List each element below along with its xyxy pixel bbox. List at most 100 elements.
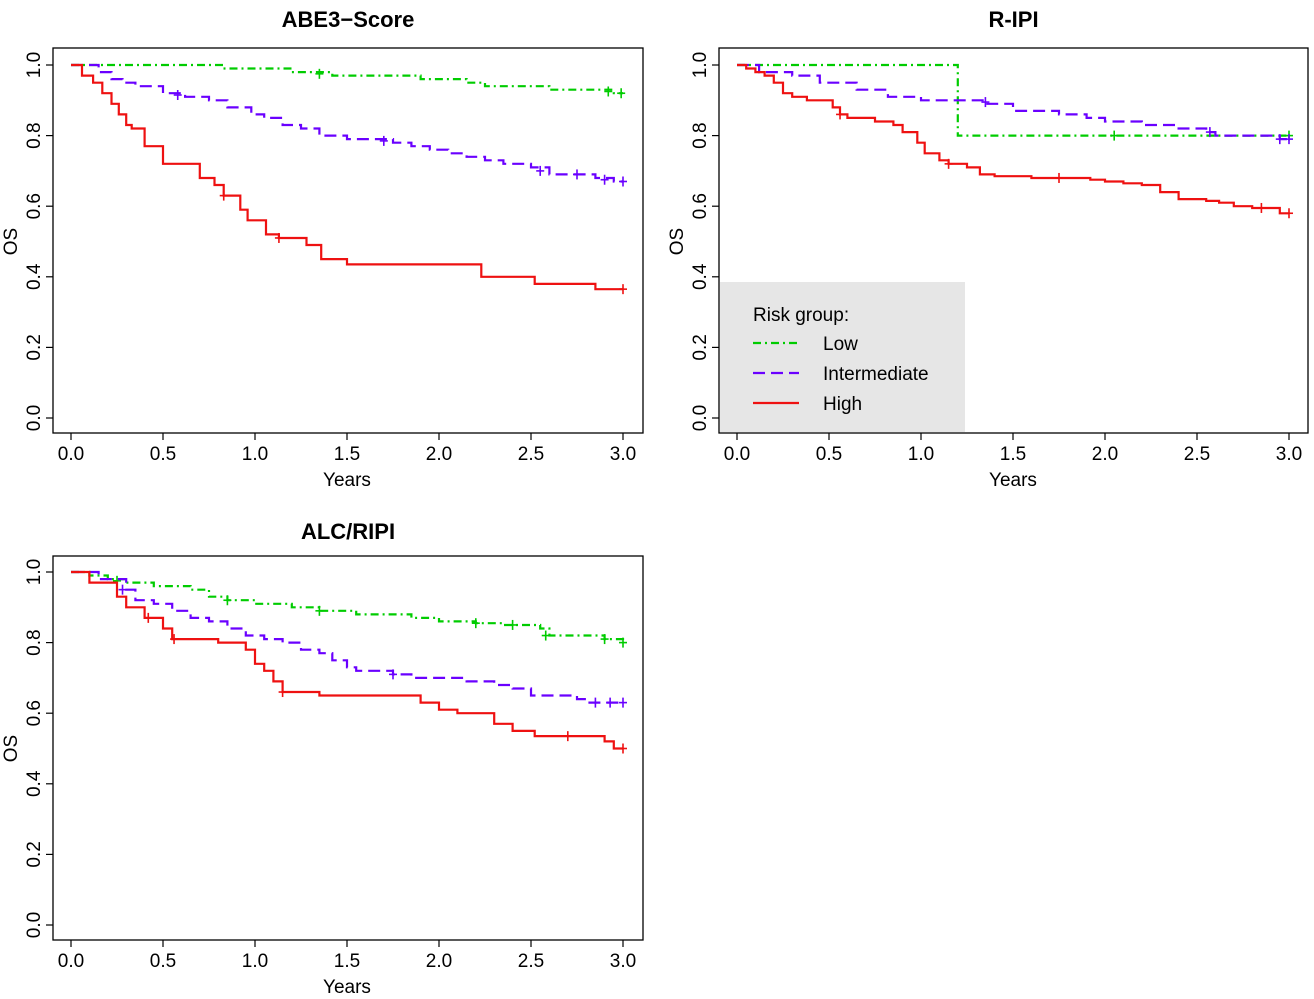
y-axis-label: OS [667,228,688,255]
survival-curve-intermediate [71,63,623,183]
panel-alc-ripi: ALC/RIPI 0.0 0.5 1.0 1.5 2.0 2.5 3.0 Years 0.0 0.2… [1,519,644,998]
y-tick-label: 0.0 [690,405,711,431]
censor-mark-high [1257,202,1266,213]
x-tick-label: 3.0 [1276,444,1302,465]
censor-mark-high [619,743,627,754]
censor-mark-intermediate [389,669,397,680]
x-tick-label: 0.0 [58,951,84,972]
y-tick-label: 0.6 [690,193,711,219]
censor-mark-low [1110,130,1119,141]
censor-mark-high [1055,172,1063,183]
y-tick-label: 1.0 [690,52,711,78]
y-tick-label: 0.6 [24,193,45,219]
censor-mark-high [1285,208,1293,219]
censor-mark-low [508,619,517,630]
censor-mark-low [315,605,324,616]
survival-curve-high [71,63,623,291]
x-tick-label: 1.0 [242,951,268,972]
y-tick-label: 0.8 [690,122,711,148]
censor-mark-intermediate [591,697,600,708]
y-tick-label: 0.4 [24,263,45,290]
censor-mark-low [471,618,480,629]
x-tick-label: 2.0 [1092,444,1118,465]
x-tick-label: 3.0 [610,444,636,465]
x-tick-label: 1.5 [334,951,360,972]
censor-mark-intermediate [1285,134,1293,145]
y-tick-label: 0.2 [690,334,711,360]
censor-mark-high [619,284,627,295]
censor-mark-high [278,687,287,698]
x-tick-label: 0.5 [816,444,842,465]
censor-mark-intermediate [379,135,388,146]
x-tick-label: 2.5 [518,444,544,465]
censor-mark-high [144,612,153,623]
y-tick-label: 1.0 [24,52,45,78]
survival-curve-intermediate [737,63,1289,141]
legend-title: Risk group: [753,305,849,326]
x-tick-label: 1.0 [242,444,268,465]
y-tick-label: 0.8 [24,629,45,655]
censor-mark-intermediate [1205,127,1214,138]
censor-mark-intermediate [606,697,615,708]
chart-title: ABE3−Score [282,7,415,32]
censor-mark-intermediate [981,97,990,108]
y-axis-label: OS [1,228,22,255]
censor-mark-intermediate [1275,134,1284,145]
censor-mark-high [836,109,845,120]
panel-abe3-score: ABE3−Score 0.0 0.5 1.0 1.5 2.0 2.5 3.0 Years 0.0 0… [1,7,644,491]
censor-mark-high [944,158,953,169]
plot-frame [52,555,644,941]
censor-mark-low [223,595,232,606]
censor-mark-intermediate [173,90,182,101]
censor-mark-low [315,68,324,79]
survival-curve-low [71,570,625,643]
x-tick-label: 1.5 [334,444,360,465]
x-axis-label: Years [989,470,1037,491]
plot-frame [52,47,644,434]
y-tick-label: 0.0 [24,405,45,431]
survival-curve-high [737,63,1289,215]
y-tick-label: 0.0 [24,912,45,938]
x-tick-label: 2.5 [518,951,544,972]
panel-r-ipi: R-IPI 0.0 0.5 1.0 1.5 2.0 2.5 3.0 Years 0.0 0.2 0.4… [667,7,1309,491]
censor-mark-intermediate [600,174,609,185]
survival-curve-intermediate [71,570,623,704]
censor-mark-high [274,232,283,243]
censor-mark-low [617,88,626,99]
x-tick-label: 3.0 [610,951,636,972]
censor-mark-low [604,86,613,97]
chart-title: ALC/RIPI [301,519,395,544]
censor-mark-high [219,190,228,201]
y-tick-label: 0.6 [24,700,45,726]
censor-mark-intermediate [536,165,545,176]
censor-mark-low [541,630,550,641]
x-tick-label: 0.0 [724,444,750,465]
legend-label-high: High [823,394,862,415]
x-tick-label: 2.0 [426,951,452,972]
y-tick-label: 0.8 [24,122,45,148]
censor-mark-intermediate [118,584,127,595]
x-tick-label: 0.0 [58,444,84,465]
censor-mark-low [600,634,609,645]
censor-mark-intermediate [619,697,627,708]
x-axis-label: Years [323,977,371,998]
y-tick-label: 1.0 [24,559,45,585]
x-tick-label: 2.5 [1184,444,1210,465]
legend-box [720,282,965,432]
y-axis-label: OS [1,735,22,762]
censor-mark-high [170,634,179,645]
survival-curve-low [71,63,623,95]
censor-mark-intermediate [573,169,581,180]
censor-mark-high [563,731,572,742]
x-axis-label: Years [323,470,371,491]
x-tick-label: 0.5 [150,951,176,972]
legend-label-intermediate: Intermediate [823,364,929,385]
chart-title: R-IPI [988,7,1038,32]
y-tick-label: 0.4 [690,263,711,290]
y-tick-label: 0.4 [24,770,45,797]
legend-label-low: Low [823,334,858,355]
x-tick-label: 1.5 [1000,444,1026,465]
censor-mark-low [619,637,627,648]
censor-mark-intermediate [619,176,627,187]
